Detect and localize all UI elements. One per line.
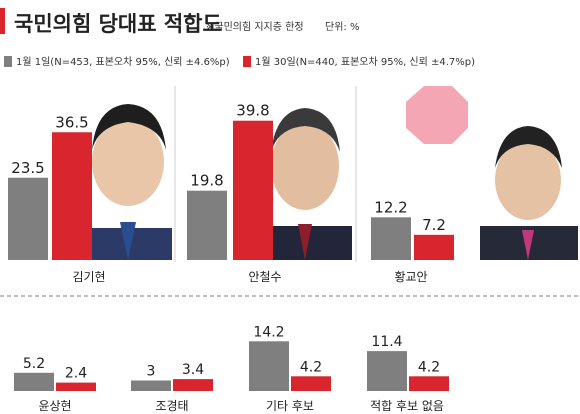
- category-label-no-suitable-candidate: 적합 후보 없음: [370, 399, 444, 413]
- value-label-김기현-jan30: 36.5: [55, 113, 88, 131]
- category-label-kim-gi-hyeon: 김기현: [72, 270, 105, 284]
- photo-ahn-cheol-soo: [262, 108, 352, 260]
- value-label-기타 후보-jan30: 4.2: [300, 359, 322, 375]
- unit-label: 단위: %: [325, 20, 359, 33]
- value-label-김기현-jan1: 23.5: [11, 159, 44, 177]
- value-label-적합 후보 없음-jan1: 11.4: [371, 334, 402, 350]
- value-label-조경태-jan30: 3.4: [182, 362, 204, 378]
- bar-조경태-jan1: [131, 380, 171, 391]
- legend-swatch-jan1: [4, 56, 12, 67]
- bar-황교안-jan1: [371, 217, 411, 260]
- bar-조경태-jan30: [173, 379, 213, 391]
- value-label-황교안-jan30: 7.2: [422, 216, 446, 234]
- chart-title: 국민의힘 당대표 적합도: [14, 12, 222, 36]
- bar-안철수-jan30: [233, 120, 273, 260]
- legend-swatch-jan30: [243, 56, 251, 67]
- category-label-yoon-sang-hyeon: 윤상현: [38, 399, 71, 413]
- chart-note: ※국민의힘 지지층 한정: [206, 21, 304, 33]
- bar-황교안-jan30: [414, 234, 454, 260]
- bars-layer: [8, 120, 454, 391]
- category-label-jo-gyeong-tae: 조경태: [155, 399, 188, 413]
- value-label-윤상현-jan30: 2.4: [65, 366, 87, 382]
- category-label-hwang-gyo-an: 황교안: [394, 270, 427, 284]
- value-label-적합 후보 없음-jan30: 4.2: [418, 359, 440, 375]
- legend-label-jan1: 1월 1일(N=453, 표본오차 95%, 신뢰 ±4.6%p): [16, 56, 230, 68]
- party-logo-shape: [406, 86, 468, 144]
- bar-기타 후보-jan1: [249, 341, 289, 391]
- value-label-안철수-jan1: 19.8: [190, 172, 223, 190]
- value-label-조경태-jan1: 3: [147, 364, 156, 380]
- bar-김기현-jan1: [8, 177, 48, 260]
- category-label-ahn-cheol-soo: 안철수: [248, 270, 281, 284]
- bar-기타 후보-jan30: [291, 376, 331, 391]
- bar-적합 후보 없음-jan30: [409, 376, 449, 391]
- bar-윤상현-jan30: [56, 382, 96, 391]
- legend-label-jan30: 1월 30일(N=440, 표본오차 95%, 신뢰 ±4.7%p): [255, 56, 475, 68]
- title-accent-bar: [0, 8, 5, 34]
- value-label-윤상현-jan1: 5.2: [23, 356, 45, 372]
- photo-hwang-gyo-an: [480, 126, 578, 260]
- value-label-안철수-jan30: 39.8: [236, 102, 269, 120]
- bar-김기현-jan30: [52, 132, 92, 260]
- photo-kim-gi-hyeon: [88, 104, 172, 260]
- value-labels-layer: 23.5 19.8 12.2 36.5 39.8 7.2 5.2 3 14.2 11.4 2.4 3.…: [11, 102, 446, 382]
- value-label-기타 후보-jan1: 14.2: [253, 324, 284, 340]
- bar-윤상현-jan1: [14, 372, 54, 391]
- bar-안철수-jan1: [187, 190, 227, 260]
- category-label-other-candidates: 기타 후보: [266, 399, 314, 413]
- bar-적합 후보 없음-jan1: [367, 351, 407, 391]
- value-label-황교안-jan1: 12.2: [374, 198, 407, 216]
